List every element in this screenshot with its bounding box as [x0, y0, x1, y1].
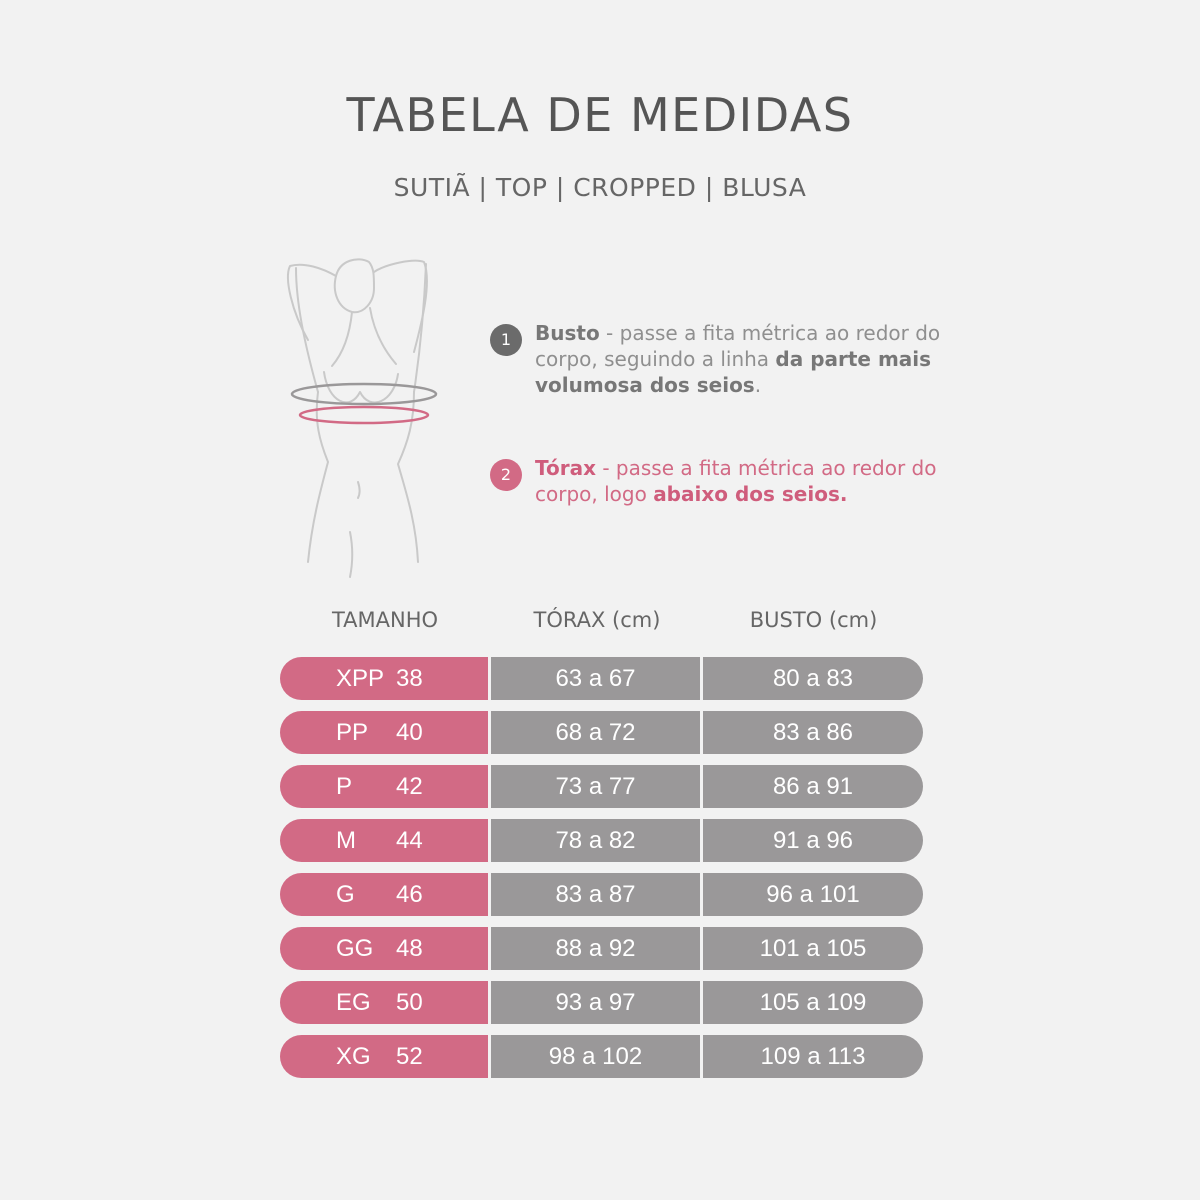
header-size: TAMANHO [331, 608, 439, 632]
header-torax: TÓRAX (cm) [533, 608, 661, 632]
instruction-torax: 2 Tórax - passe a fita métrica ao redor … [490, 455, 960, 507]
torax-cell: 98 a 102 [491, 1035, 700, 1078]
instruction-busto-body: - passe a fita métrica ao redor do corpo… [535, 321, 941, 371]
instruction-torax-body: - passe a fita métrica ao redor do corpo… [535, 456, 937, 506]
table-row: GG 48 88 a 92 101 a 105 [280, 927, 923, 970]
page-subtitle: SUTIÃ | TOP | CROPPED | BLUSA [393, 173, 807, 202]
instruction-torax-text: Tórax - passe a fita métrica ao redor do… [535, 455, 960, 507]
step-2-badge: 2 [490, 459, 522, 491]
size-label: PP [336, 718, 369, 746]
size-label: M [336, 826, 356, 854]
size-label: XPP [336, 664, 385, 692]
torax-cell: 78 a 82 [491, 819, 700, 862]
busto-cell: 109 a 113 [703, 1035, 923, 1078]
size-cell: M 44 [280, 819, 488, 862]
torax-cell: 73 a 77 [491, 765, 700, 808]
size-label: XG [336, 1042, 371, 1070]
busto-cell: 80 a 83 [703, 657, 923, 700]
size-label: P [336, 772, 353, 800]
header-busto: BUSTO (cm) [749, 608, 878, 632]
torax-cell: 93 a 97 [491, 981, 700, 1024]
busto-cell: 83 a 86 [703, 711, 923, 754]
table-row: M 44 78 a 82 91 a 96 [280, 819, 923, 862]
table-row: XG 52 98 a 102 109 a 113 [280, 1035, 923, 1078]
step-1-badge: 1 [490, 324, 522, 356]
torax-cell: 63 a 67 [491, 657, 700, 700]
torax-cell: 83 a 87 [491, 873, 700, 916]
instruction-busto: 1 Busto - passe a fita métrica ao redor … [490, 320, 960, 398]
instruction-busto-text: Busto - passe a fita métrica ao redor do… [535, 320, 960, 398]
size-number: 38 [396, 664, 423, 692]
size-cell: EG 50 [280, 981, 488, 1024]
table-header: TAMANHO TÓRAX (cm) BUSTO (cm) [280, 608, 923, 640]
size-number: 52 [396, 1042, 423, 1070]
instruction-busto-label: Busto [535, 321, 600, 345]
size-cell: PP 40 [280, 711, 488, 754]
table-row: EG 50 93 a 97 105 a 109 [280, 981, 923, 1024]
table-row: PP 40 68 a 72 83 a 86 [280, 711, 923, 754]
instruction-busto-emphasis: da parte mais volumosa dos seios [535, 347, 932, 397]
page-title: TABELA DE MEDIDAS [346, 88, 854, 142]
table-row: P 42 73 a 77 86 a 91 [280, 765, 923, 808]
size-label: EG [336, 988, 371, 1016]
size-label: GG [336, 934, 374, 962]
torax-cell: 88 a 92 [491, 927, 700, 970]
busto-cell: 91 a 96 [703, 819, 923, 862]
size-cell: GG 48 [280, 927, 488, 970]
busto-cell: 96 a 101 [703, 873, 923, 916]
instruction-busto-end: . [754, 373, 762, 397]
torax-cell: 68 a 72 [491, 711, 700, 754]
size-cell: XG 52 [280, 1035, 488, 1078]
busto-cell: 86 a 91 [703, 765, 923, 808]
table-row: G 46 83 a 87 96 a 101 [280, 873, 923, 916]
size-cell: G 46 [280, 873, 488, 916]
size-table: XPP 38 63 a 67 80 a 83 PP 40 68 a 72 83 a … [280, 657, 923, 1089]
size-number: 42 [396, 772, 423, 800]
size-number: 48 [396, 934, 423, 962]
size-number: 40 [396, 718, 423, 746]
size-cell: P 42 [280, 765, 488, 808]
size-label: G [336, 880, 355, 908]
size-number: 46 [396, 880, 423, 908]
size-cell: XPP 38 [280, 657, 488, 700]
instruction-torax-label: Tórax [535, 456, 596, 480]
size-number: 50 [396, 988, 423, 1016]
busto-cell: 101 a 105 [703, 927, 923, 970]
busto-cell: 105 a 109 [703, 981, 923, 1024]
size-number: 44 [396, 826, 423, 854]
body-figure-illustration [287, 258, 438, 578]
table-row: XPP 38 63 a 67 80 a 83 [280, 657, 923, 700]
instruction-torax-emphasis: abaixo dos seios. [653, 482, 848, 506]
